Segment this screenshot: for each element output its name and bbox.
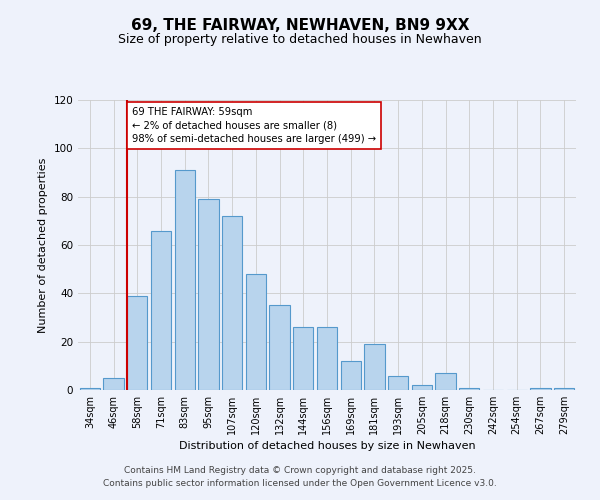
Bar: [246, 274, 266, 390]
Bar: [364, 344, 385, 390]
Bar: [412, 385, 432, 390]
Bar: [175, 170, 195, 390]
Text: Contains HM Land Registry data © Crown copyright and database right 2025.
Contai: Contains HM Land Registry data © Crown c…: [103, 466, 497, 487]
Bar: [80, 388, 100, 390]
Bar: [199, 199, 218, 390]
X-axis label: Distribution of detached houses by size in Newhaven: Distribution of detached houses by size …: [179, 441, 475, 451]
Bar: [103, 378, 124, 390]
Bar: [269, 306, 290, 390]
Bar: [459, 388, 479, 390]
Bar: [530, 388, 551, 390]
Bar: [127, 296, 148, 390]
Bar: [222, 216, 242, 390]
Bar: [317, 327, 337, 390]
Bar: [293, 327, 313, 390]
Text: 69 THE FAIRWAY: 59sqm
← 2% of detached houses are smaller (8)
98% of semi-detach: 69 THE FAIRWAY: 59sqm ← 2% of detached h…: [132, 108, 376, 144]
Bar: [436, 373, 455, 390]
Bar: [554, 388, 574, 390]
Text: Size of property relative to detached houses in Newhaven: Size of property relative to detached ho…: [118, 32, 482, 46]
Bar: [341, 361, 361, 390]
Text: 69, THE FAIRWAY, NEWHAVEN, BN9 9XX: 69, THE FAIRWAY, NEWHAVEN, BN9 9XX: [131, 18, 469, 32]
Y-axis label: Number of detached properties: Number of detached properties: [38, 158, 48, 332]
Bar: [151, 230, 171, 390]
Bar: [388, 376, 408, 390]
